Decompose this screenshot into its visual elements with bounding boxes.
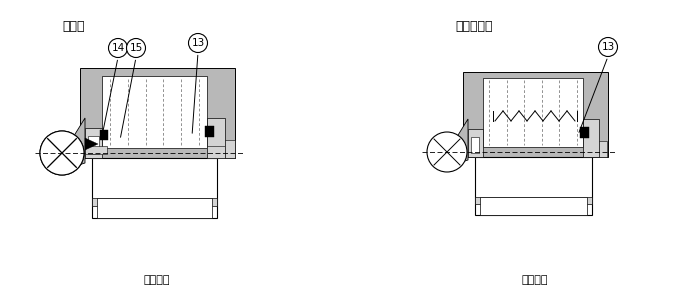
Bar — [100, 130, 108, 140]
Polygon shape — [455, 119, 468, 164]
Text: 複動形: 複動形 — [62, 20, 85, 33]
Bar — [225, 140, 235, 158]
Text: 15: 15 — [130, 43, 143, 53]
Text: 磁石なし: 磁石なし — [522, 275, 548, 285]
Bar — [439, 140, 459, 164]
Bar — [102, 76, 207, 148]
Bar — [583, 119, 599, 157]
Bar — [207, 146, 225, 158]
Polygon shape — [85, 138, 98, 150]
Circle shape — [40, 131, 84, 175]
Bar — [207, 118, 225, 158]
Text: 14: 14 — [112, 43, 125, 53]
Bar — [97, 198, 212, 218]
Text: 13: 13 — [192, 38, 205, 48]
Circle shape — [40, 131, 84, 175]
Text: 単動押出形: 単動押出形 — [455, 20, 493, 33]
Text: 磁石なし: 磁石なし — [144, 275, 170, 285]
Bar — [88, 136, 99, 154]
Bar — [580, 127, 589, 138]
Text: 13: 13 — [601, 42, 615, 52]
Circle shape — [427, 132, 467, 172]
Bar — [468, 129, 483, 157]
Bar — [599, 141, 607, 157]
Bar — [463, 72, 608, 157]
Bar — [85, 146, 107, 154]
Polygon shape — [72, 118, 85, 167]
Bar — [471, 137, 479, 153]
Bar — [475, 157, 592, 215]
Bar — [85, 128, 102, 158]
Bar — [475, 197, 592, 204]
Circle shape — [189, 34, 207, 53]
Bar — [480, 197, 587, 215]
Circle shape — [127, 39, 145, 58]
Bar — [92, 198, 217, 206]
Bar — [80, 68, 235, 158]
Circle shape — [108, 39, 127, 58]
Bar — [483, 78, 583, 147]
Bar — [92, 158, 217, 218]
Bar — [205, 126, 214, 137]
Circle shape — [599, 38, 617, 56]
Bar — [52, 139, 74, 167]
